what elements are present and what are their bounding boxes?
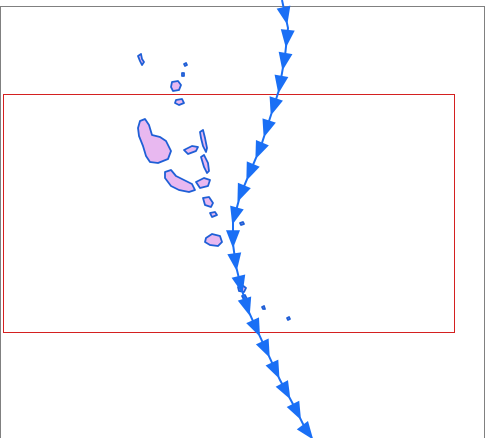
region-box xyxy=(3,94,455,333)
map-border xyxy=(0,6,485,438)
track-arrowhead xyxy=(269,96,283,116)
track-arrowhead xyxy=(286,400,302,420)
island-aniwa xyxy=(261,305,266,310)
island-epi xyxy=(202,196,214,208)
track-arrowhead xyxy=(265,359,280,379)
track-arrowhead xyxy=(296,420,314,438)
track-arrowhead xyxy=(274,74,289,94)
island-north-small-b xyxy=(174,98,185,106)
island-north-small-a xyxy=(170,80,182,92)
track-arrowhead xyxy=(231,274,246,294)
track-arrowhead xyxy=(275,380,291,400)
track-arrowhead xyxy=(255,338,270,358)
track-arrowhead xyxy=(230,205,244,225)
track-arrowhead xyxy=(237,182,251,203)
storm-track-line xyxy=(232,0,313,438)
track-arrowhead xyxy=(246,161,260,181)
storm-track xyxy=(226,0,314,438)
island-malo xyxy=(183,145,199,155)
island-malekula xyxy=(164,169,196,193)
island-futuna xyxy=(286,316,291,321)
island-espiritu-santo xyxy=(137,118,172,164)
island-speck-c xyxy=(183,62,188,67)
track-arrowhead xyxy=(226,230,240,249)
track-arrowhead xyxy=(276,5,291,25)
track-arrowhead xyxy=(227,252,242,272)
island-group xyxy=(137,53,291,321)
track-arrowhead xyxy=(237,296,252,316)
track-arrowhead xyxy=(262,118,276,138)
island-speck-b xyxy=(181,72,185,77)
island-efate xyxy=(204,233,223,247)
island-paama xyxy=(195,177,211,189)
track-arrowhead xyxy=(278,51,293,71)
island-pentecost xyxy=(199,129,208,153)
island-north-speck xyxy=(137,53,145,66)
track-arrowhead xyxy=(280,29,295,48)
island-ambae xyxy=(200,154,210,174)
island-shepherds xyxy=(209,211,218,218)
island-speck-d xyxy=(239,221,245,226)
track-arrowhead xyxy=(246,317,260,337)
track-arrowhead xyxy=(255,139,269,160)
